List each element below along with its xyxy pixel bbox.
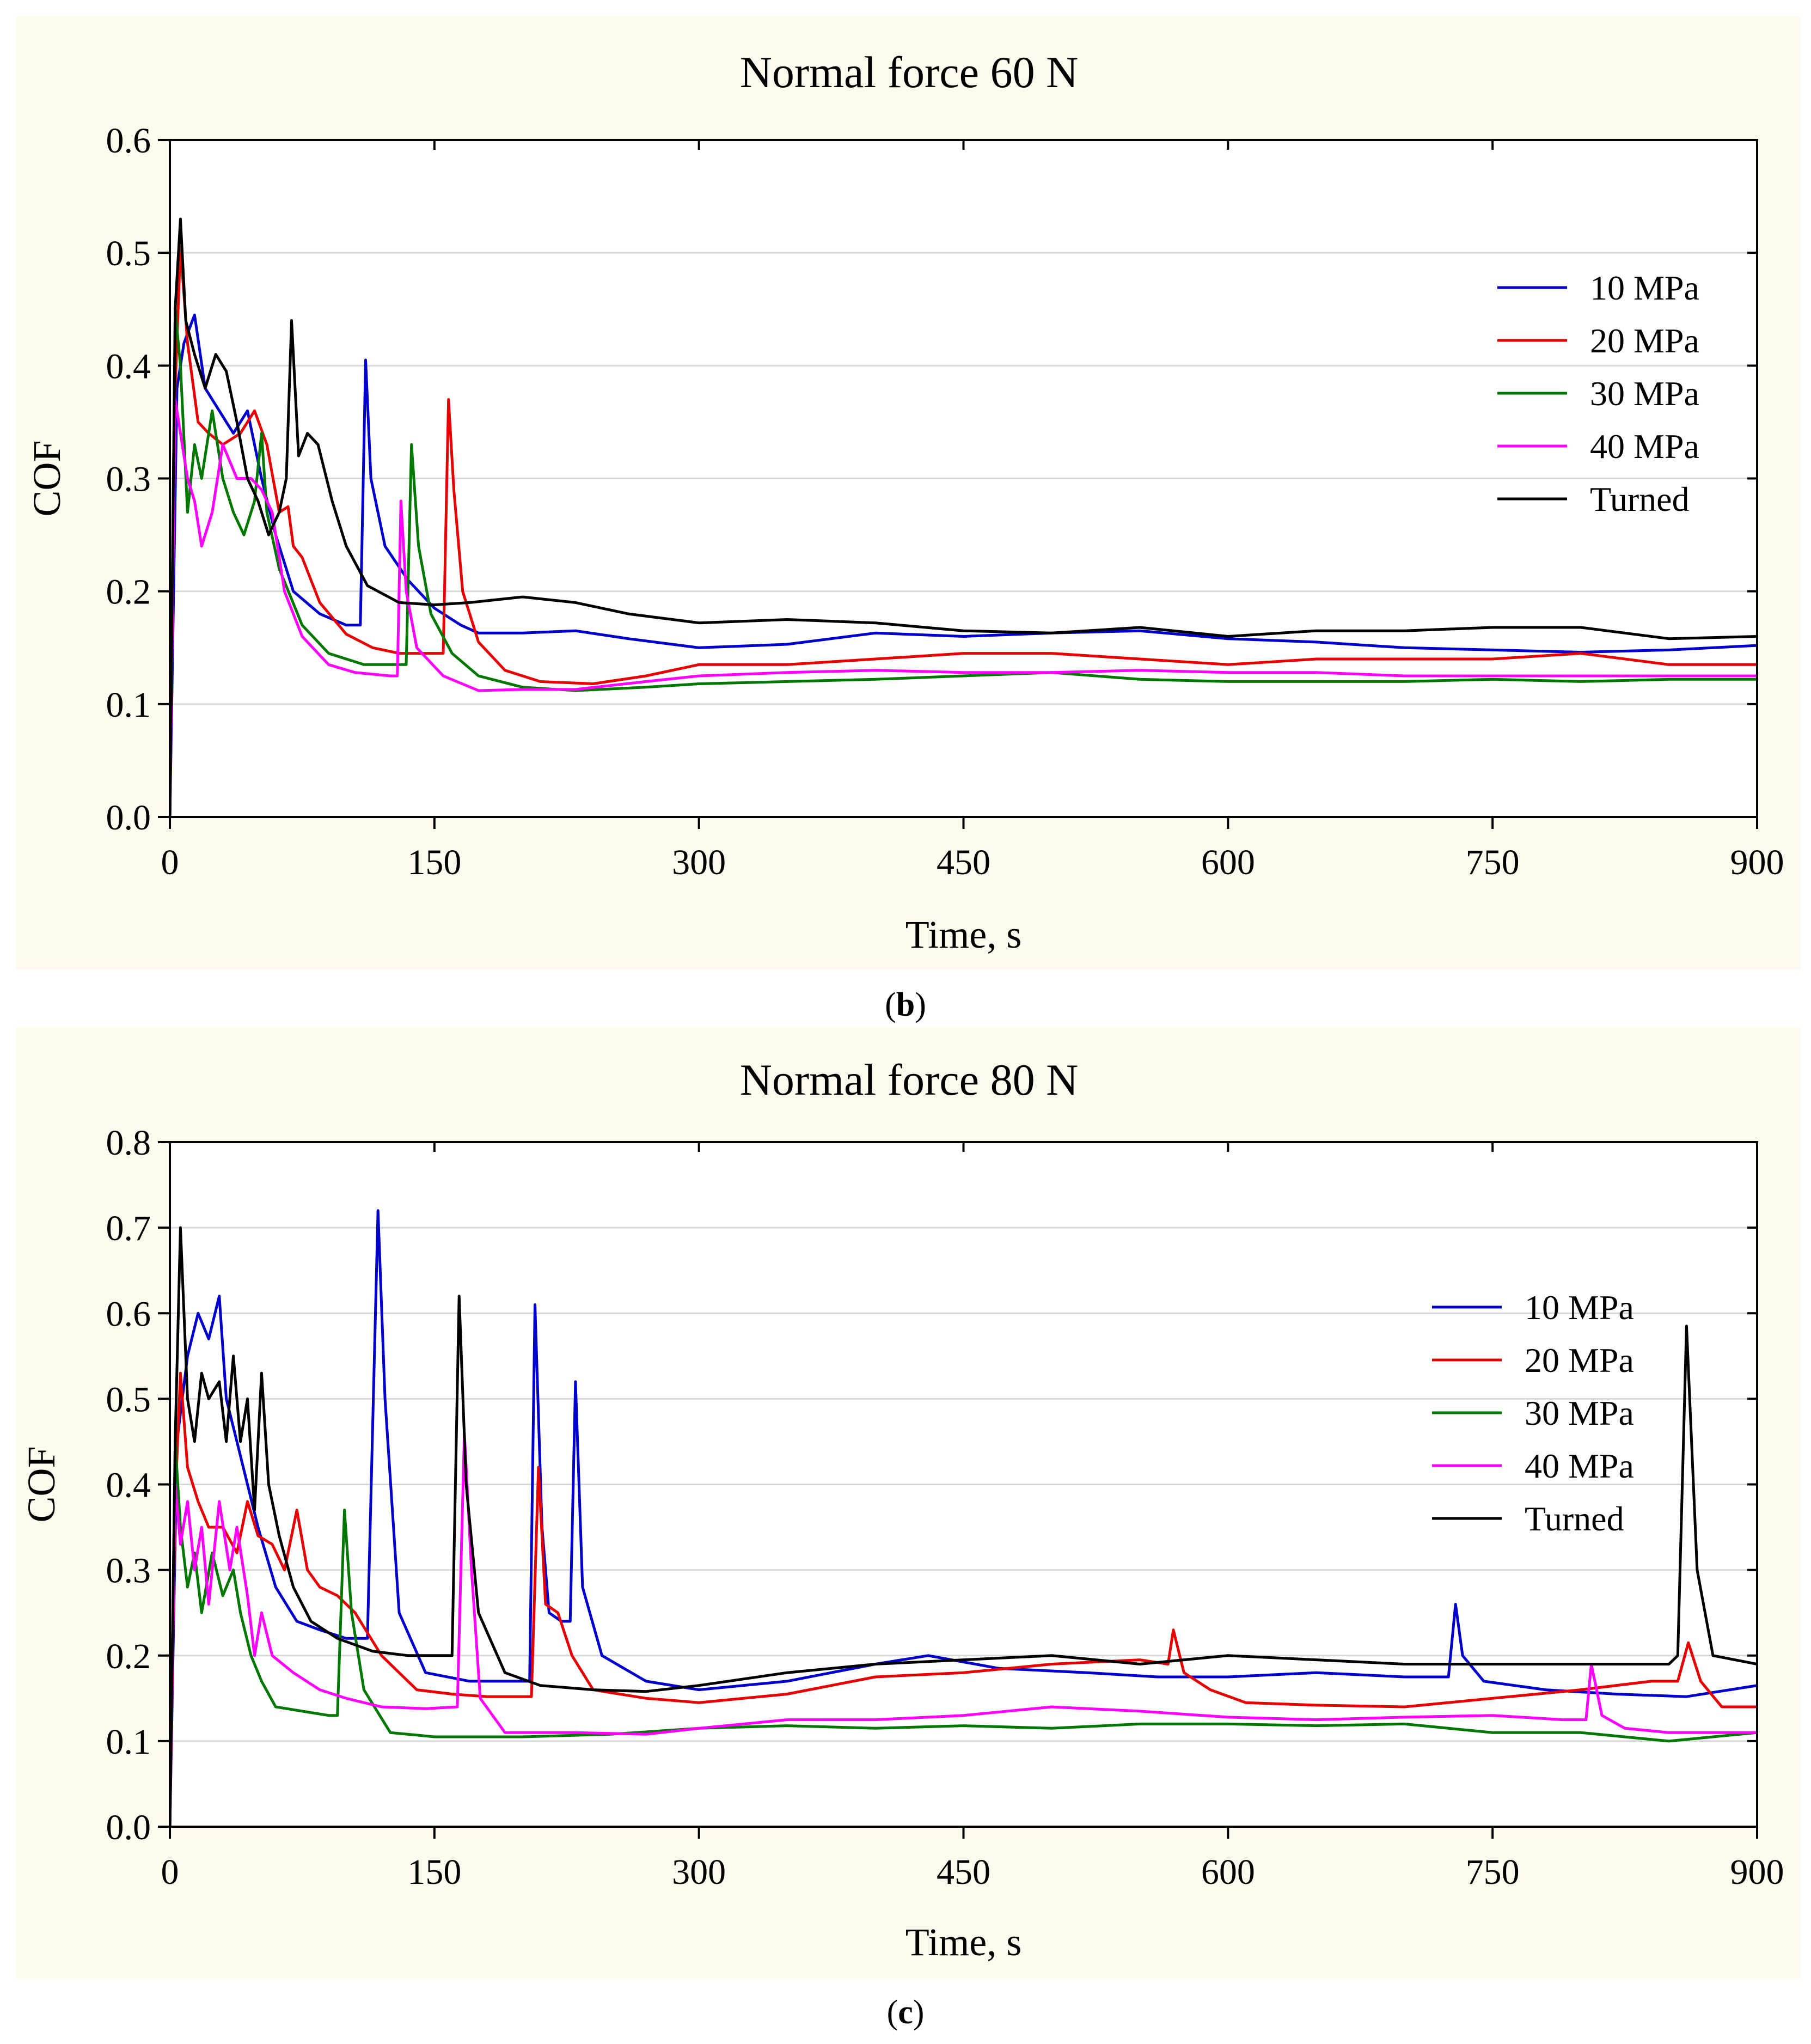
- series-line-20-mpa: [170, 1371, 1757, 1827]
- x-tick-label: 900: [1730, 1852, 1784, 1892]
- x-tick-label: 0: [161, 843, 179, 882]
- legend-label: 30 MPa: [1590, 374, 1699, 413]
- y-tick-label: 0.6: [106, 121, 151, 161]
- series-line-20-mpa: [170, 246, 1757, 817]
- x-tick-label: 150: [407, 1852, 461, 1892]
- y-tick-label: 0.7: [106, 1209, 151, 1248]
- chart-panel-2: 0 150 300 450 600 750 900 0.0 0.1 0.2 0.3 0.4 0.5 0.6…: [16, 1027, 1800, 1980]
- x-tick-label: 450: [937, 843, 990, 882]
- x-tick-label: 300: [672, 1852, 726, 1892]
- legend: 10 MPa 20 MPa 30 MPa 40 MPa Turned: [1497, 269, 1699, 518]
- x-tick-label: 0: [161, 1852, 179, 1892]
- legend-label: 40 MPa: [1590, 427, 1699, 466]
- series-line-40-mpa: [170, 398, 1757, 817]
- series-line-turned: [170, 217, 1757, 817]
- series-line-10-mpa: [170, 1209, 1757, 1827]
- series-line-30-mpa: [170, 308, 1757, 817]
- series-line-10-mpa: [170, 313, 1757, 817]
- x-axis-label: Time, s: [906, 913, 1021, 956]
- panel-caption: (b): [885, 986, 926, 1023]
- y-tick-label: 0.8: [106, 1123, 151, 1163]
- y-tick-label: 0.5: [106, 234, 151, 273]
- legend-label: Turned: [1525, 1499, 1624, 1538]
- x-tick-label: 150: [407, 843, 461, 882]
- x-tick-label: 300: [672, 843, 726, 882]
- series-line-30-mpa: [170, 1440, 1757, 1827]
- y-tick-label: 0.2: [106, 1637, 151, 1676]
- y-tick-label: 0.0: [106, 798, 151, 838]
- chart-title: Normal force 80 N: [740, 1055, 1079, 1105]
- panel-caption: (c): [887, 1994, 925, 2031]
- legend-label: 20 MPa: [1525, 1341, 1634, 1380]
- y-tick-label: 0.4: [106, 346, 151, 386]
- chart-title: Normal force 60 N: [740, 47, 1079, 97]
- x-axis-label: Time, s: [906, 1920, 1021, 1964]
- series-line-turned: [170, 1226, 1757, 1827]
- y-tick-label: 0.1: [106, 685, 151, 725]
- x-tick-label: 600: [1201, 843, 1255, 882]
- x-tick-label: 750: [1466, 1852, 1520, 1892]
- y-tick-label: 0.6: [106, 1294, 151, 1334]
- y-tick-label: 0.3: [106, 1551, 151, 1591]
- y-tick-label: 0.1: [106, 1722, 151, 1762]
- y-axis-label: COF: [20, 1446, 63, 1522]
- series-line-40-mpa: [170, 1431, 1757, 1827]
- y-tick-label: 0.5: [106, 1380, 151, 1419]
- y-tick-label: 0.4: [106, 1466, 151, 1505]
- x-tick-label: 900: [1730, 843, 1784, 882]
- y-tick-label: 0.3: [106, 460, 151, 499]
- y-tick-label: 0.2: [106, 572, 151, 612]
- legend: 10 MPa 20 MPa 30 MPa 40 MPa Turned: [1432, 1288, 1634, 1538]
- legend-label: 10 MPa: [1525, 1288, 1634, 1327]
- x-tick-label: 450: [937, 1852, 990, 1892]
- x-tick-label: 750: [1466, 843, 1520, 882]
- legend-label: Turned: [1590, 480, 1690, 518]
- legend-label: 20 MPa: [1590, 321, 1699, 360]
- y-tick-label: 0.0: [106, 1808, 151, 1847]
- legend-label: 10 MPa: [1590, 269, 1699, 307]
- series-group: [170, 217, 1757, 817]
- x-tick-label: 600: [1201, 1852, 1255, 1892]
- chart-panel-1: 0 150 300 450 600 750 900 0.0 0.1 0.2 0.3 0.4 0.5 0.6…: [16, 16, 1800, 969]
- legend-label: 40 MPa: [1525, 1447, 1634, 1485]
- legend-label: 30 MPa: [1525, 1394, 1634, 1432]
- series-group: [170, 1209, 1757, 1827]
- y-axis-label: COF: [25, 440, 69, 516]
